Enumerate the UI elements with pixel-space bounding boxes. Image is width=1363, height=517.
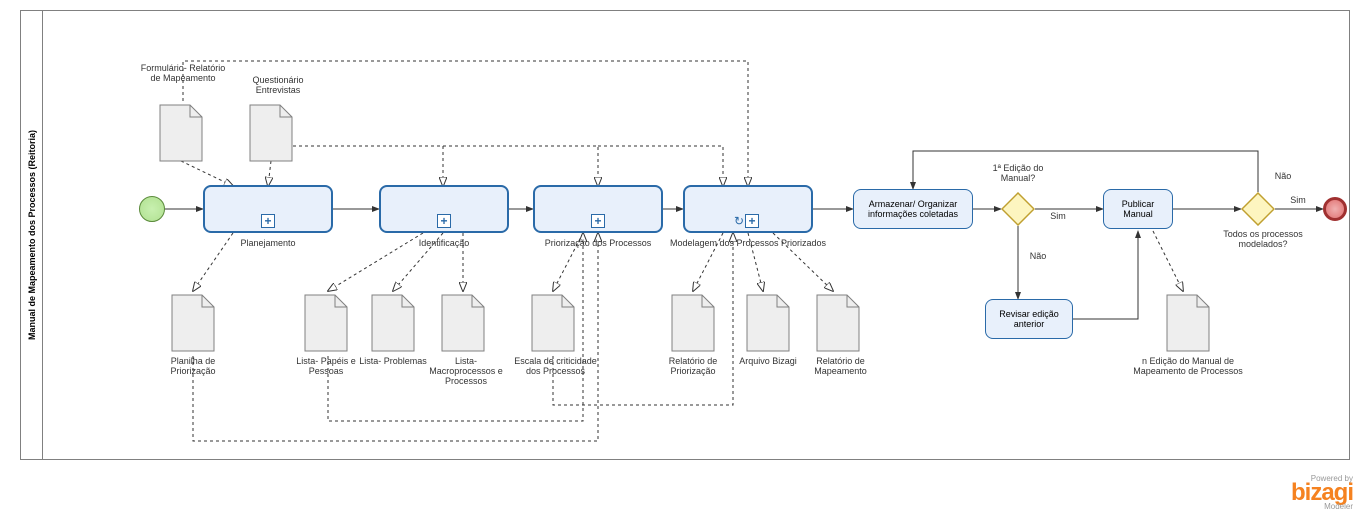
doc-label: Lista- Papéis e Pessoas xyxy=(286,356,366,376)
task-label: Armazenar/ Organizar informações coletad… xyxy=(858,199,968,219)
expand-icon: + xyxy=(261,214,275,228)
loop-icon: ↻ xyxy=(732,214,746,228)
pool-title-bar: Manual de Mapeamento dos Processos (Reit… xyxy=(21,11,43,459)
lane: + Planejamento + Identificação + Prioriz… xyxy=(43,11,1349,459)
flow-label-nao: Não xyxy=(1023,251,1053,261)
doc-problemas xyxy=(368,293,418,353)
subprocess-modelagem: ↻ + xyxy=(683,185,813,233)
pool: Manual de Mapeamento dos Processos (Reit… xyxy=(20,10,1350,460)
subprocess-label: Modelagem dos Processos Priorizados xyxy=(663,238,833,248)
subprocess-label: Identificação xyxy=(379,238,509,248)
doc-label: n Edição do Manual de Mapeamento de Proc… xyxy=(1133,356,1243,376)
doc-label: Questionário Entrevistas xyxy=(233,75,323,95)
expand-icon: + xyxy=(437,214,451,228)
task-label: Publicar Manual xyxy=(1108,199,1168,219)
doc-questionario xyxy=(246,103,296,163)
task-armazenar: Armazenar/ Organizar informações coletad… xyxy=(853,189,973,229)
doc-label: Relatório de Priorização xyxy=(653,356,733,376)
gateway-label: Todos os processos modelados? xyxy=(1223,229,1303,249)
gateway-label: 1ª Edição do Manual? xyxy=(978,163,1058,183)
branding: Powered by bizagi Modeler xyxy=(1291,474,1353,511)
doc-planilha xyxy=(168,293,218,353)
doc-relat-map xyxy=(813,293,863,353)
subprocess-label: Planejamento xyxy=(203,238,333,248)
end-event xyxy=(1323,197,1347,221)
doc-label: Arquivo Bizagi xyxy=(728,356,808,366)
flow-label-nao: Não xyxy=(1268,171,1298,181)
expand-icon: + xyxy=(591,214,605,228)
doc-papeis xyxy=(301,293,351,353)
doc-escala xyxy=(528,293,578,353)
pool-title: Manual de Mapeamento dos Processos (Reit… xyxy=(27,130,37,340)
subprocess-planejamento: + xyxy=(203,185,333,233)
doc-label: Formulário- Relatório de Mapeamento xyxy=(138,63,228,83)
doc-edicao xyxy=(1163,293,1213,353)
task-publicar: Publicar Manual xyxy=(1103,189,1173,229)
doc-formulario xyxy=(156,103,206,163)
logo-text: bizagi xyxy=(1291,483,1353,502)
doc-label: Lista- Macroprocessos e Processos xyxy=(421,356,511,386)
doc-macroprocessos xyxy=(438,293,488,353)
doc-label: Planilha de Priorização xyxy=(153,356,233,376)
doc-label: Lista- Problemas xyxy=(358,356,428,366)
doc-label: Escala de criticidade dos Processos xyxy=(508,356,603,376)
gateway-todos xyxy=(1241,192,1275,226)
subprocess-label: Priorização dos Processos xyxy=(513,238,683,248)
doc-bizagi xyxy=(743,293,793,353)
flow-label-sim: Sim xyxy=(1043,211,1073,221)
flow-label-sim: Sim xyxy=(1283,195,1313,205)
subprocess-priorizacao: + xyxy=(533,185,663,233)
expand-icon: + xyxy=(745,214,759,228)
subprocess-identificacao: + xyxy=(379,185,509,233)
doc-label: Relatório de Mapeamento xyxy=(798,356,883,376)
start-event xyxy=(139,196,165,222)
doc-relat-prior xyxy=(668,293,718,353)
gateway-primeira xyxy=(1001,192,1035,226)
task-label: Revisar edição anterior xyxy=(990,309,1068,329)
task-revisar: Revisar edição anterior xyxy=(985,299,1073,339)
